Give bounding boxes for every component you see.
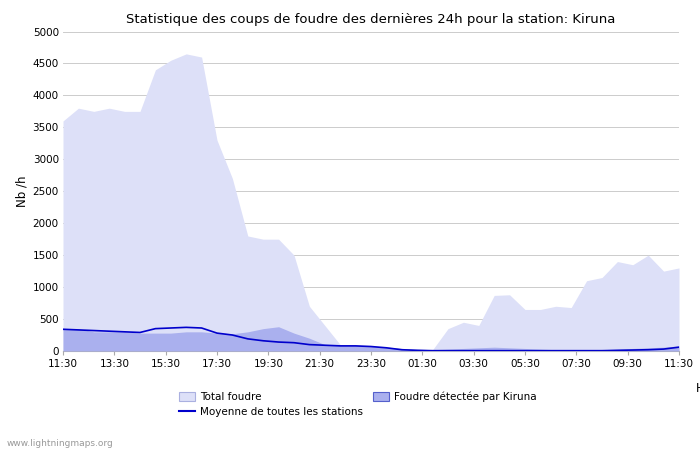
Text: Heure: Heure bbox=[696, 382, 700, 395]
Text: www.lightningmaps.org: www.lightningmaps.org bbox=[7, 439, 113, 448]
Title: Statistique des coups de foudre des dernières 24h pour la station: Kiruna: Statistique des coups de foudre des dern… bbox=[126, 13, 616, 26]
Legend: Total foudre, Moyenne de toutes les stations, Foudre détectée par Kiruna: Total foudre, Moyenne de toutes les stat… bbox=[179, 392, 537, 417]
Y-axis label: Nb /h: Nb /h bbox=[15, 176, 29, 207]
